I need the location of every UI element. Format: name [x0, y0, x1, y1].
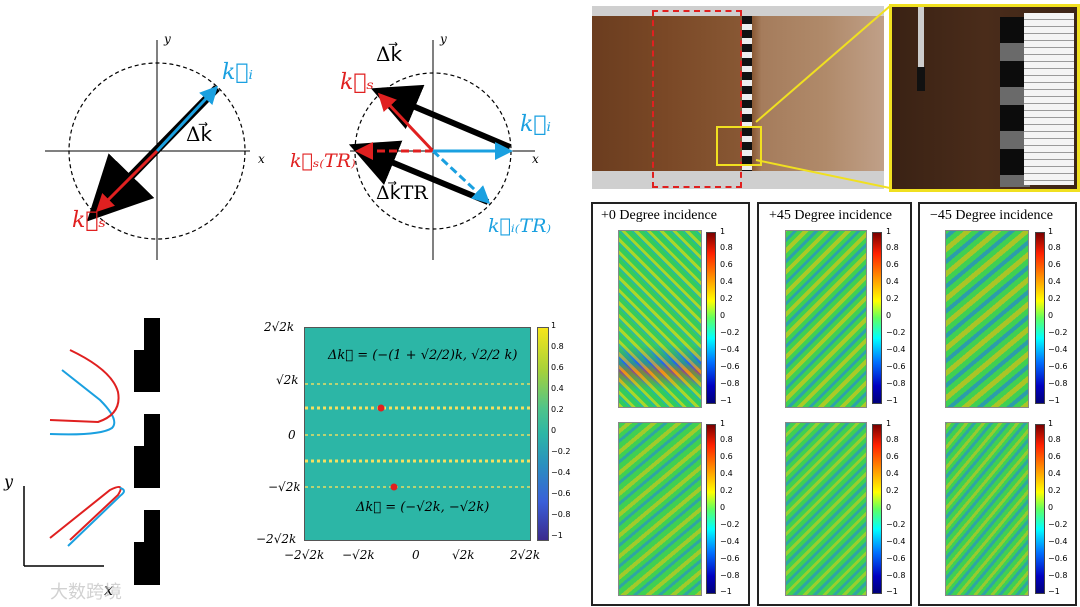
probe-tip: [917, 67, 925, 91]
grating-profile: [134, 414, 160, 488]
grating-profile: [134, 510, 160, 585]
d2-ks-tr-label: k⃗ₛ₍TR₎: [290, 150, 356, 172]
field-map: [618, 230, 702, 408]
heatmap-stripes: [305, 383, 530, 491]
d2-x-label: x: [532, 152, 539, 166]
zoom-lines: [755, 5, 891, 189]
ki-arrow: [155, 85, 219, 153]
grating-retroreflection-diagram: [23, 318, 160, 585]
grating-profile: [134, 318, 160, 392]
field-colorbar-ticks: 1 0.8 0.6 0.4 0.2 0 −0.2 −0.4 −0.6 −0.8 …: [1048, 419, 1068, 596]
field-colorbar: [872, 424, 882, 594]
hm-ytick: −2√2k: [256, 532, 297, 546]
field-colorbar-ticks: 1 0.8 0.6 0.4 0.2 0 −0.2 −0.4 −0.6 −0.8 …: [1048, 227, 1068, 405]
zoom-box: [716, 126, 762, 166]
back-blue-ray: [67, 487, 125, 547]
panel-title: +0 Degree incidence: [601, 208, 717, 223]
region-dashed-red: [652, 10, 742, 188]
ks-arrow: [95, 149, 159, 213]
red-dot: [390, 483, 398, 491]
field-colorbar: [706, 424, 716, 594]
table-edge: [592, 171, 884, 189]
hm-xtick: −√2k: [342, 548, 375, 562]
heatmap-eq-bottom: Δk⃗ = (−√2k, −√2k): [356, 500, 490, 515]
hm-xtick: −2√2k: [284, 548, 325, 562]
ruler: [1024, 13, 1074, 185]
heatmap-eq-top: Δk⃗ = (−(1 + √2/2)k, √2/2 k): [328, 348, 518, 363]
dashed-circle: [68, 62, 246, 240]
heatmap-plot: [304, 327, 531, 541]
d3-y-label: y: [4, 472, 14, 491]
hm-ytick: √2k: [276, 373, 299, 387]
heatmap-colorbar-ticks: 1 0.8 0.6 0.4 0.2 0 −0.2 −0.4 −0.6 −0.8 …: [551, 321, 571, 540]
panel-title: +45 Degree incidence: [769, 208, 892, 223]
field-colorbar-ticks: 1 0.8 0.6 0.4 0.2 0 −0.2 −0.4 −0.6 −0.8 …: [720, 419, 740, 596]
field-map: [945, 230, 1029, 408]
d2-ki-tr-label: k⃗ᵢ₍TR₎: [488, 215, 552, 237]
field-map: [945, 422, 1029, 596]
d2-y-label: y: [440, 32, 447, 46]
d2-ki-label: k⃗ᵢ: [520, 112, 551, 137]
field-colorbar-ticks: 1 0.8 0.6 0.4 0.2 0 −0.2 −0.4 −0.6 −0.8 …: [886, 227, 906, 405]
hm-ytick: −√2k: [268, 480, 301, 494]
d1-ki-label: k⃗ᵢ: [222, 60, 253, 85]
hm-xtick: 2√2k: [510, 548, 541, 562]
field-map: [785, 230, 867, 408]
field-map: [618, 422, 702, 596]
hm-ytick: 2√2k: [264, 320, 295, 334]
hm-xtick: √2k: [452, 548, 475, 562]
panel-title: −45 Degree incidence: [930, 208, 1053, 223]
experiment-photo: [592, 6, 884, 189]
d1-ks-label: k⃗ₛ: [72, 208, 106, 233]
field-colorbar: [706, 232, 716, 404]
probe: [918, 7, 924, 89]
d1-y-label: y: [164, 32, 171, 46]
red-dot: [377, 404, 385, 412]
field-map: [785, 422, 867, 596]
delta-k-tr-arrow: [348, 140, 490, 205]
d2-dk-tr-label: Δk⃗TR: [376, 182, 428, 204]
d3-x-label: x: [104, 580, 114, 599]
wavevector-diagram-time-reversal: [348, 40, 535, 260]
grating-strip: [742, 16, 752, 171]
field-colorbar: [1035, 232, 1045, 404]
watermark: 大数跨境: [50, 582, 122, 603]
d1-x-label: x: [258, 152, 265, 166]
field-colorbar-ticks: 1 0.8 0.6 0.4 0.2 0 −0.2 −0.4 −0.6 −0.8 …: [720, 227, 740, 405]
wavevector-diagram-specular: [45, 40, 250, 260]
heatmap-colorbar: [537, 327, 549, 541]
hm-ytick: 0: [288, 428, 296, 442]
field-colorbar: [872, 232, 882, 404]
incident-blue-ray: [49, 369, 116, 436]
delta-k-arrow: [370, 84, 512, 150]
field-colorbar-ticks: 1 0.8 0.6 0.4 0.2 0 −0.2 −0.4 −0.6 −0.8 …: [886, 419, 906, 596]
incident-red-ray: [49, 349, 120, 424]
d2-dk-top-label: Δk⃗: [376, 42, 403, 66]
ks-arrow: [377, 92, 435, 153]
field-colorbar: [1035, 424, 1045, 594]
d1-dk-label: Δk⃗: [186, 122, 213, 146]
ki-tr-arrow: [431, 149, 491, 205]
zoom-photo: [889, 4, 1080, 192]
hm-xtick: 0: [412, 548, 420, 562]
d2-ks-label: k⃗ₛ: [340, 70, 374, 95]
back-red-ray: [49, 485, 122, 541]
